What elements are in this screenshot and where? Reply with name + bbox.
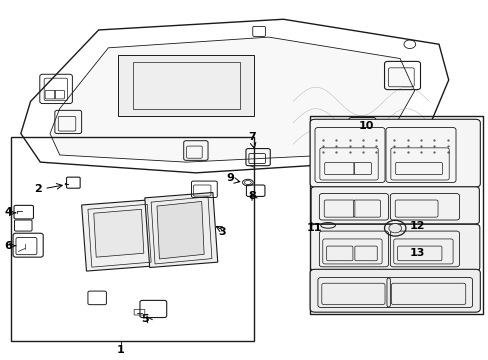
Text: 5: 5	[141, 314, 148, 324]
Text: 3: 3	[218, 227, 226, 237]
Text: 12: 12	[409, 221, 425, 231]
Bar	[11, 137, 254, 341]
Polygon shape	[21, 19, 448, 173]
Polygon shape	[118, 55, 254, 116]
Text: 10: 10	[358, 121, 373, 131]
Polygon shape	[144, 193, 217, 267]
Bar	[309, 116, 482, 314]
Text: 6: 6	[4, 241, 12, 251]
Polygon shape	[94, 209, 143, 257]
Text: 13: 13	[409, 248, 425, 258]
Text: 11: 11	[306, 223, 322, 233]
Polygon shape	[81, 200, 157, 271]
Text: 8: 8	[247, 191, 255, 201]
Circle shape	[388, 224, 401, 233]
Text: 4: 4	[4, 207, 12, 217]
Polygon shape	[157, 202, 203, 259]
FancyBboxPatch shape	[310, 187, 478, 224]
Text: 1: 1	[117, 345, 124, 355]
Polygon shape	[50, 37, 414, 162]
FancyBboxPatch shape	[309, 119, 479, 187]
FancyBboxPatch shape	[309, 269, 479, 312]
Text: 9: 9	[225, 173, 233, 183]
Text: 7: 7	[247, 132, 255, 142]
FancyBboxPatch shape	[310, 224, 479, 271]
Text: 2: 2	[34, 184, 41, 194]
